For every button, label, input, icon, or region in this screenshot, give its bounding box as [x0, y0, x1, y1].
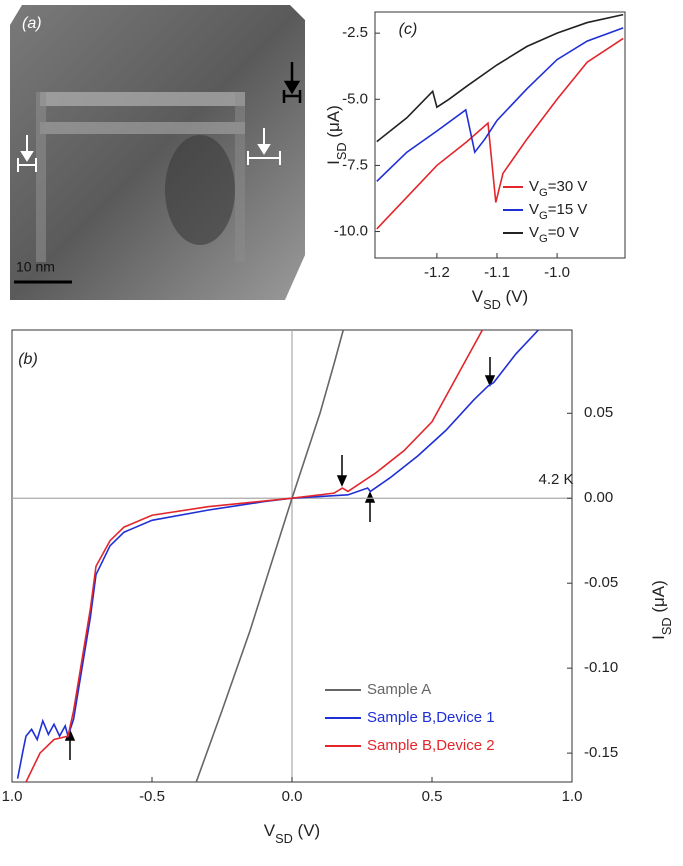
- legend-label: Sample B,Device 1: [367, 709, 495, 726]
- subscript: G: [539, 187, 548, 199]
- text-part: I: [649, 635, 668, 640]
- y-axis-label: ISD (μA): [324, 105, 348, 165]
- y-tick-label: -5.0: [342, 90, 368, 107]
- text-part: V: [529, 224, 539, 241]
- panel-label: (c): [399, 21, 418, 38]
- text-part: (V): [501, 287, 528, 306]
- y-tick-label: -2.5: [342, 24, 368, 41]
- legend-label: Sample A: [367, 681, 431, 698]
- plot-area: [376, 13, 624, 230]
- scale-bar-label: 10 nm: [16, 259, 55, 275]
- y-tick-label: -7.5: [342, 156, 368, 173]
- x-tick-label: 0.5: [422, 788, 443, 805]
- text-part: =30 V: [548, 178, 588, 195]
- series-line: [376, 13, 624, 143]
- subscript: G: [539, 210, 548, 222]
- panel-label: (b): [18, 351, 38, 368]
- x-tick-label: -1.1: [484, 264, 510, 281]
- series-line: [376, 37, 624, 230]
- legend-label: Sample B,Device 2: [367, 737, 495, 754]
- x-tick-label: -0.5: [139, 788, 165, 805]
- plot-frame: [374, 11, 626, 259]
- text-part: =15 V: [548, 201, 588, 218]
- panel-label: (a): [22, 15, 42, 32]
- text-part: V: [472, 287, 484, 306]
- legend-label: VG=30 V: [529, 178, 587, 199]
- y-tick-label: -10.0: [334, 223, 368, 240]
- x-tick-label: 1.0: [562, 788, 583, 805]
- series-line: [195, 330, 345, 782]
- text-part: I: [324, 160, 343, 165]
- text-part: (V): [293, 821, 320, 840]
- y-axis-label: ISD (μA): [649, 580, 673, 640]
- x-axis-label: VSD (V): [264, 821, 320, 845]
- text-part: V: [529, 201, 539, 218]
- x-tick-label: 0.0: [282, 788, 303, 805]
- text-part: V: [264, 821, 276, 840]
- subscript: SD: [483, 297, 501, 312]
- subscript: G: [539, 233, 548, 245]
- series-line: [376, 27, 624, 182]
- annotation: 4.2 K: [538, 471, 573, 488]
- x-tick-label: -1.2: [424, 264, 450, 281]
- micrograph: [10, 5, 305, 300]
- x-tick-label: -1.0: [544, 264, 570, 281]
- legend-label: VG=15 V: [529, 201, 587, 222]
- text-part: (μA): [324, 105, 343, 142]
- y-tick-label: 0.00: [584, 489, 613, 506]
- y-tick-label: -0.10: [584, 659, 618, 676]
- y-tick-label: 0.05: [584, 404, 613, 421]
- legend-label: VG=0 V: [529, 224, 579, 245]
- text-part: =0 V: [548, 224, 579, 241]
- plot-area: [16, 330, 539, 782]
- y-tick-label: -0.05: [584, 574, 618, 591]
- series-line: [16, 330, 539, 779]
- subscript: SD: [275, 831, 293, 846]
- arrows: [64, 357, 496, 760]
- text-part: (μA): [649, 580, 668, 617]
- subscript: SD: [659, 617, 674, 635]
- y-tick-label: -0.15: [584, 744, 618, 761]
- x-tick-label: 1.0: [2, 788, 23, 805]
- x-axis-label: VSD (V): [472, 287, 528, 311]
- subscript: SD: [334, 142, 349, 160]
- series-line: [25, 330, 484, 782]
- text-part: V: [529, 178, 539, 195]
